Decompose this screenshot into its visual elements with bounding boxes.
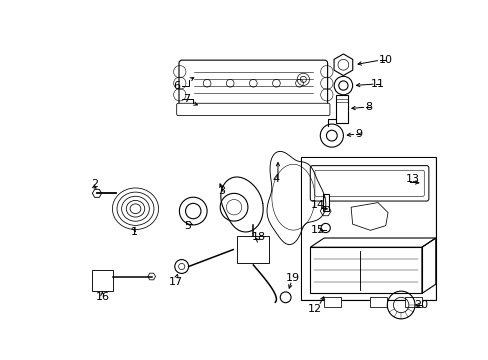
Text: 19: 19 [285,273,300,283]
Text: 18: 18 [251,232,265,242]
Bar [322,194,328,211]
Bar [310,247,421,293]
Text: 3: 3 [218,186,225,196]
Text: 2: 2 [91,179,98,189]
Bar [335,95,347,122]
Text: 12: 12 [307,304,321,314]
Bar [237,236,269,263]
Text: 15: 15 [310,225,325,235]
FancyBboxPatch shape [176,103,329,116]
Text: 11: 11 [370,79,384,89]
Bar [369,297,386,306]
Bar [404,297,421,306]
Bar [324,297,341,306]
Text: 5: 5 [184,221,191,231]
Text: 6: 6 [172,81,180,91]
Text: 13: 13 [405,175,419,184]
FancyBboxPatch shape [179,60,327,106]
FancyBboxPatch shape [310,166,428,201]
Text: 20: 20 [413,300,427,310]
FancyBboxPatch shape [314,170,424,197]
Text: 4: 4 [272,175,280,184]
Text: 16: 16 [95,292,109,302]
Bar [91,270,113,291]
Text: 9: 9 [354,129,362,139]
Bar [301,158,434,299]
Text: 10: 10 [378,55,392,65]
Text: 17: 17 [169,277,183,287]
Text: 7: 7 [183,94,190,104]
Bar [301,157,435,300]
Text: 8: 8 [365,102,371,112]
Text: 14: 14 [310,200,325,210]
Text: 1: 1 [130,227,137,237]
